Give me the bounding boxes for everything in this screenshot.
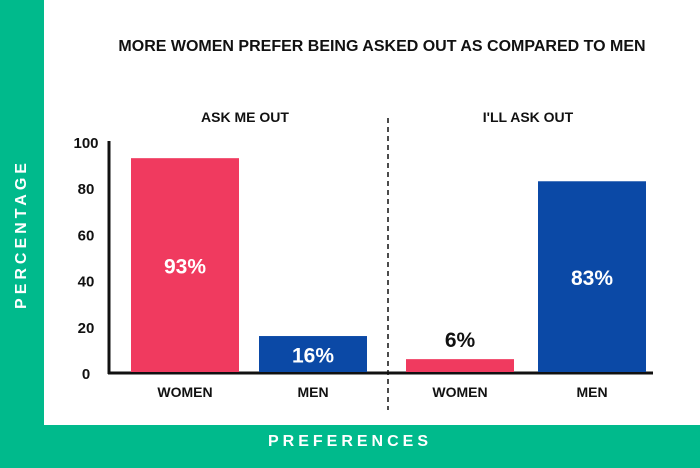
data-label: 6% [445,329,476,352]
x-tick-label: MEN [576,384,607,400]
bar [538,181,646,372]
bar [259,336,367,372]
bar [406,359,514,372]
x-tick-label: WOMEN [157,384,212,400]
y-tick-label: 60 [78,227,95,244]
group-label: I'LL ASK OUT [483,109,574,125]
y-tick-label: 0 [82,366,90,383]
x-tick-label: WOMEN [432,384,487,400]
y-tick-label: 40 [78,274,95,291]
data-label: 93% [164,256,206,279]
y-tick-label: 100 [73,135,98,152]
bar [131,158,239,372]
group-label: ASK ME OUT [201,109,289,125]
data-label: 16% [292,345,334,368]
x-axis-label: PREFERENCES [267,433,433,450]
y-tick-label: 80 [78,181,95,198]
y-tick-label: 20 [78,320,95,337]
chart-title: MORE WOMEN PREFER BEING ASKED OUT AS COM… [118,38,645,55]
data-label: 83% [571,267,613,290]
x-tick-label: MEN [297,384,328,400]
